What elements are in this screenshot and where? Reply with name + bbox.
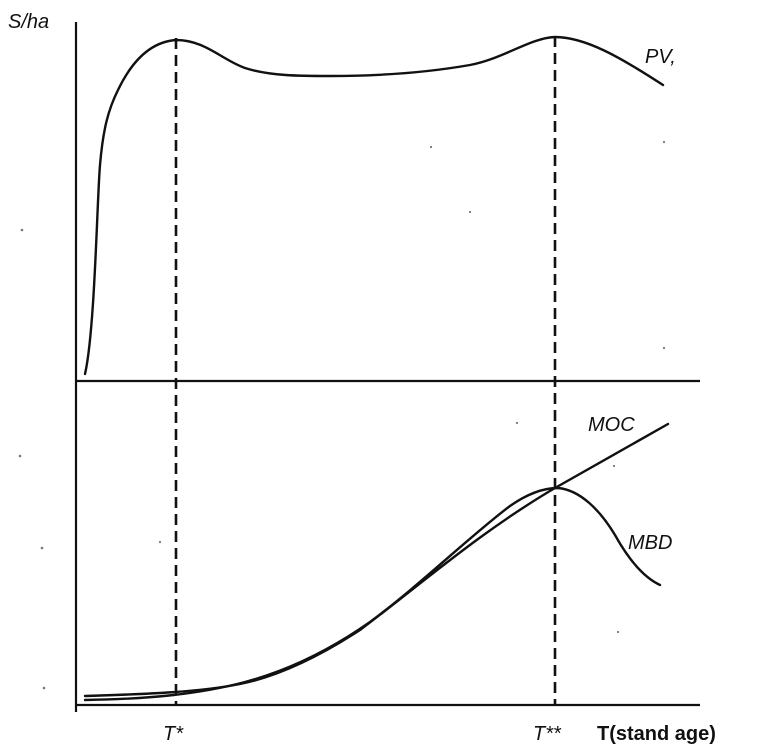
scan-speck xyxy=(158,540,162,544)
t-double-star-tick-label: T** xyxy=(533,723,562,745)
x-axis-label-text: T(stand age) xyxy=(597,723,716,745)
mbd-label: MBD xyxy=(628,532,672,554)
scan-speck xyxy=(429,145,433,149)
scan-speck xyxy=(662,346,666,350)
moc-curve xyxy=(83,422,670,698)
scan-speck xyxy=(20,228,24,232)
t-star-tick-label: T* xyxy=(163,723,184,745)
x-axis-label: T(stand age) xyxy=(597,723,716,745)
pv-label: PV, xyxy=(645,46,676,68)
pv-curve xyxy=(83,35,665,376)
scan-speck xyxy=(18,454,22,458)
scan-speck xyxy=(468,210,472,214)
mbd-curve xyxy=(83,486,662,702)
scan-speck xyxy=(42,686,46,690)
scan-speck xyxy=(515,421,519,425)
moc-label: MOC xyxy=(588,414,635,436)
scan-speck xyxy=(612,464,616,468)
y-axis-label: S/ha xyxy=(8,11,49,33)
scan-speck xyxy=(40,546,44,550)
scan-speck xyxy=(662,140,666,144)
scan-speck xyxy=(616,630,620,634)
